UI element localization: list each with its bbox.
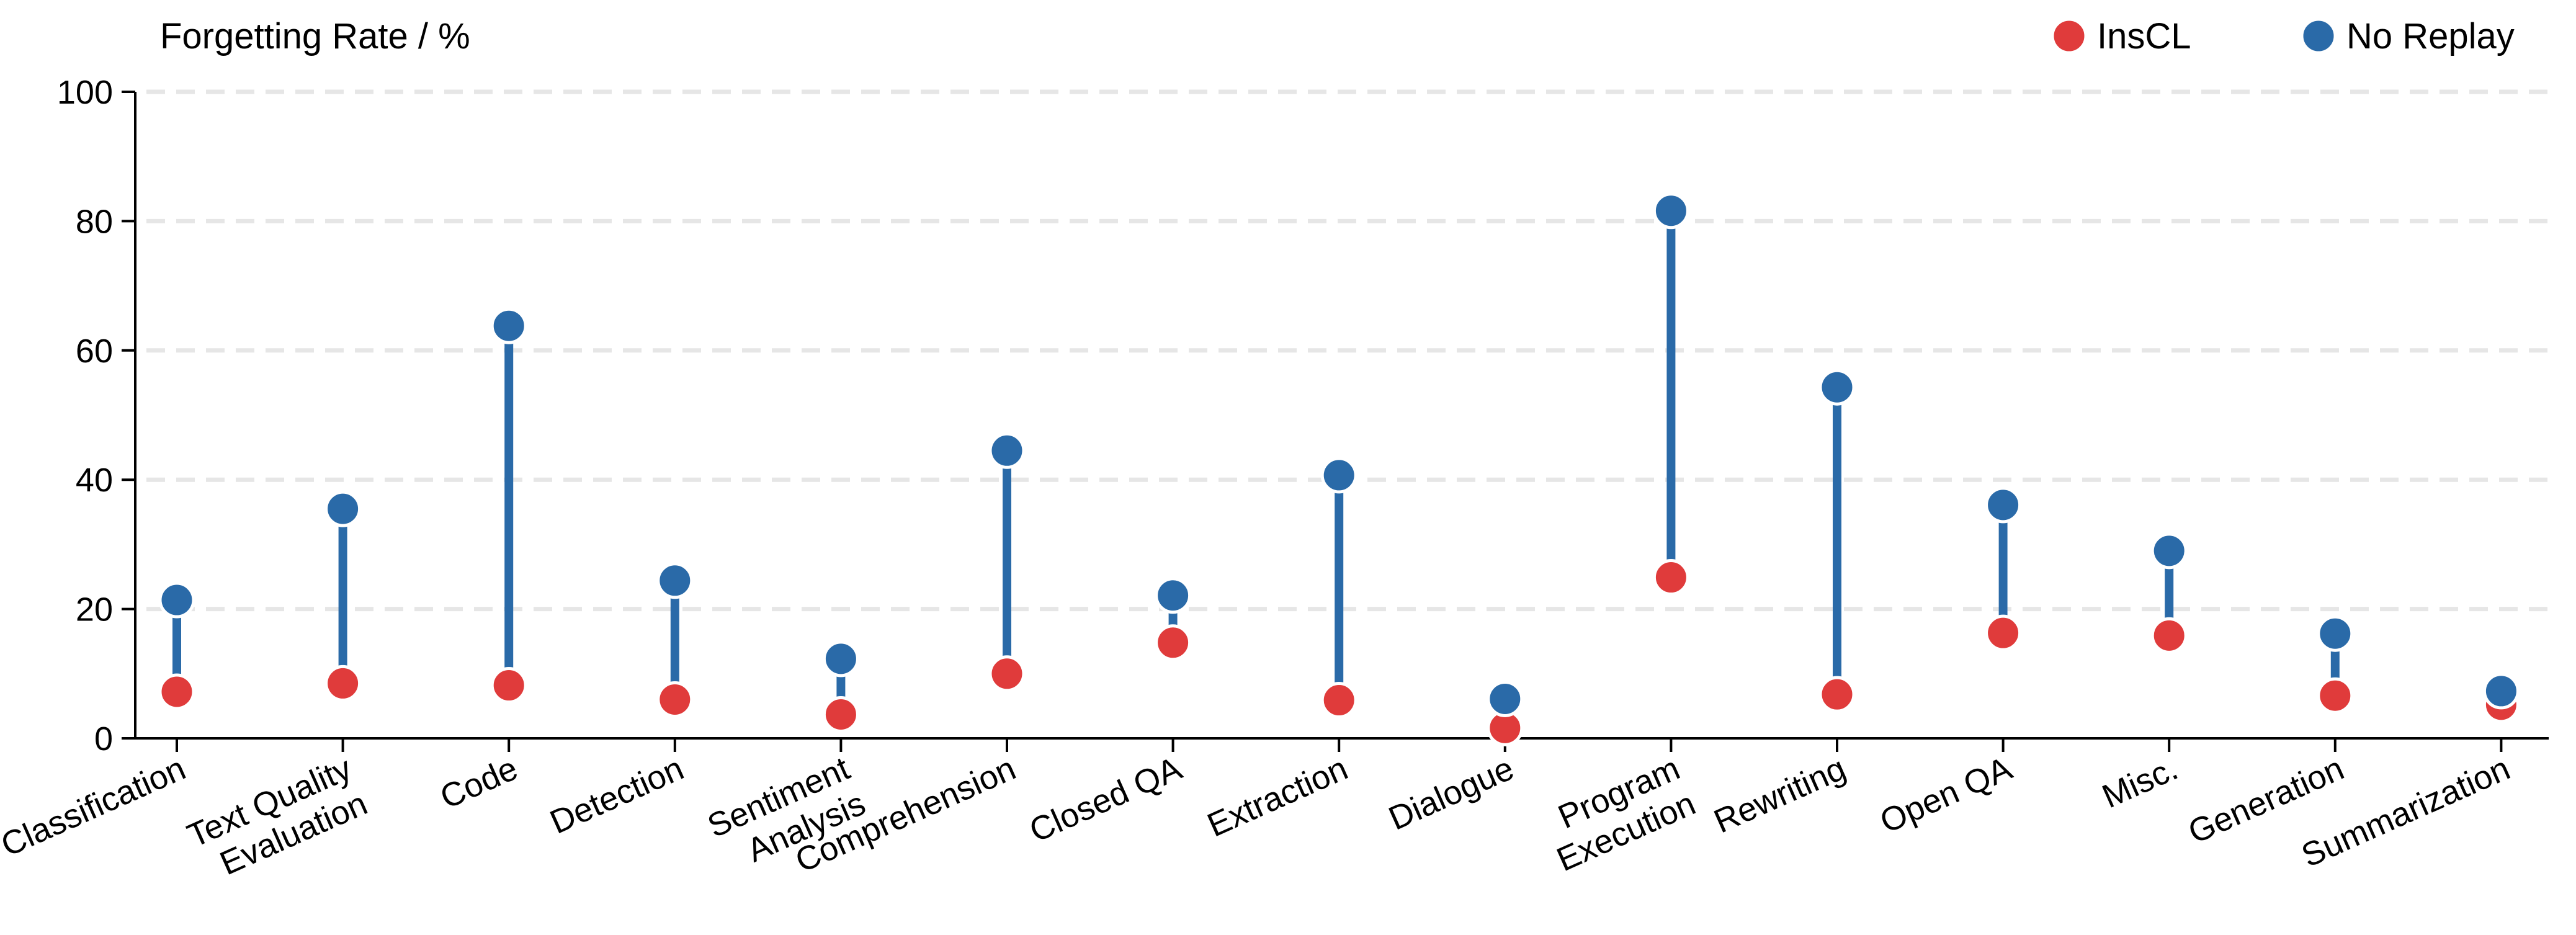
x-category-label: Extraction bbox=[1202, 749, 1353, 844]
inscl-point bbox=[1818, 676, 1856, 713]
legend-no-replay: No Replay bbox=[2300, 16, 2515, 56]
inscl-point bbox=[2150, 617, 2188, 654]
x-category-label: Closed QA bbox=[1024, 749, 1187, 849]
no-replay-point bbox=[822, 640, 859, 678]
x-category-label: Code bbox=[435, 749, 523, 816]
y-tick-label: 20 bbox=[76, 591, 113, 629]
axes bbox=[122, 91, 2549, 752]
legend-marker bbox=[2300, 17, 2337, 55]
x-category-label: Misc. bbox=[2097, 749, 2183, 815]
legend-label: No Replay bbox=[2346, 16, 2515, 56]
legend-marker bbox=[2051, 17, 2088, 55]
y-tick-label: 40 bbox=[76, 462, 113, 499]
inscl-point bbox=[1985, 614, 2022, 651]
legend: InsCL No Replay bbox=[2051, 16, 2515, 56]
data-points bbox=[158, 192, 2520, 746]
x-category-label: ProgramExecution bbox=[1536, 749, 1701, 879]
inscl-point bbox=[1652, 559, 1689, 596]
inscl-point bbox=[1155, 624, 1192, 661]
no-replay-point bbox=[988, 432, 1026, 469]
no-replay-point bbox=[158, 581, 195, 619]
x-category-label: Detection bbox=[545, 749, 689, 841]
inscl-point bbox=[158, 673, 195, 710]
inscl-point bbox=[490, 667, 527, 704]
x-category-label: Dialogue bbox=[1384, 749, 1519, 838]
no-replay-point bbox=[2150, 532, 2188, 570]
no-replay-point bbox=[1652, 192, 1689, 230]
no-replay-point bbox=[1818, 369, 1856, 406]
no-replay-point bbox=[2317, 615, 2354, 652]
inscl-point bbox=[822, 696, 859, 733]
inscl-point bbox=[656, 681, 694, 718]
inscl-point bbox=[988, 655, 1026, 692]
x-category-label: Open QA bbox=[1874, 749, 2017, 840]
no-replay-point bbox=[2482, 673, 2520, 710]
legend-inscl: InsCL bbox=[2051, 16, 2191, 56]
y-tick-label: 60 bbox=[76, 333, 113, 370]
y-tick-label: 100 bbox=[57, 74, 113, 111]
x-category-label: Classification bbox=[0, 749, 191, 864]
grid-lines bbox=[146, 89, 2549, 612]
no-replay-point bbox=[1487, 680, 1524, 717]
y-axis-label: Forgetting Rate / % bbox=[160, 16, 470, 56]
no-replay-point bbox=[490, 307, 527, 344]
no-replay-point bbox=[1155, 577, 1192, 614]
inscl-point bbox=[1320, 682, 1357, 719]
no-replay-point bbox=[656, 562, 694, 599]
inscl-point bbox=[2317, 677, 2354, 714]
y-tick-label: 0 bbox=[94, 720, 113, 758]
no-replay-point bbox=[1320, 457, 1357, 494]
x-category-label: Text QualityEvaluation bbox=[182, 749, 372, 890]
y-tick-label: 80 bbox=[76, 203, 113, 240]
x-category-label: Rewriting bbox=[1709, 749, 1851, 840]
no-replay-point bbox=[1985, 486, 2022, 524]
inscl-point bbox=[324, 664, 362, 702]
legend-label: InsCL bbox=[2097, 16, 2191, 56]
no-replay-point bbox=[324, 490, 362, 527]
